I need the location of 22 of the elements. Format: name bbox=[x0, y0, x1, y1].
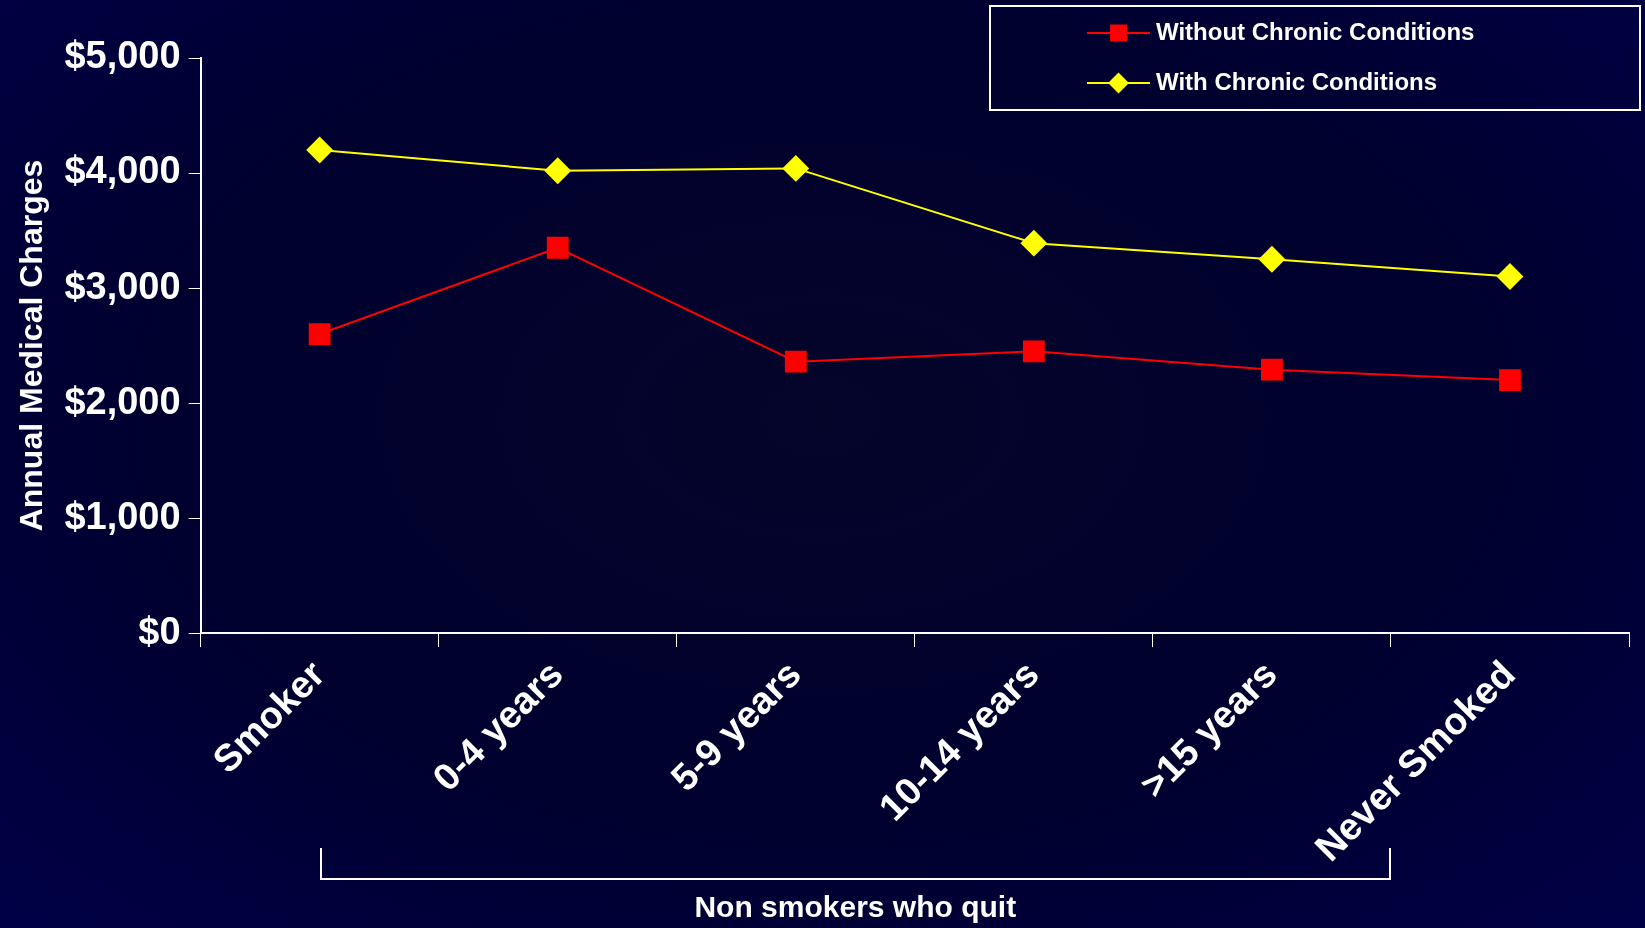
y-tick-label: $2,000 bbox=[64, 379, 181, 422]
point bbox=[784, 350, 807, 373]
point bbox=[1261, 358, 1283, 381]
point bbox=[306, 137, 333, 164]
point bbox=[782, 155, 809, 182]
point bbox=[544, 157, 571, 184]
y-axis-title: Annual Medical Charges bbox=[13, 159, 50, 532]
point bbox=[1258, 246, 1285, 273]
point bbox=[1022, 340, 1045, 363]
y-tick-label: $0 bbox=[138, 609, 181, 652]
point bbox=[1499, 369, 1521, 391]
y-tick-label: $3,000 bbox=[64, 264, 181, 307]
text: Non smokers who quit bbox=[694, 890, 1017, 924]
y-tick-label: $1,000 bbox=[64, 494, 181, 537]
legend-label: Without Chronic Conditions bbox=[1156, 17, 1475, 45]
point bbox=[1496, 263, 1523, 290]
point bbox=[546, 236, 569, 259]
y-tick-label: $4,000 bbox=[64, 149, 181, 192]
y-tick-label: $5,000 bbox=[64, 34, 181, 77]
point bbox=[1020, 230, 1047, 257]
legend-label: With Chronic Conditions bbox=[1156, 67, 1438, 95]
point bbox=[308, 323, 331, 345]
